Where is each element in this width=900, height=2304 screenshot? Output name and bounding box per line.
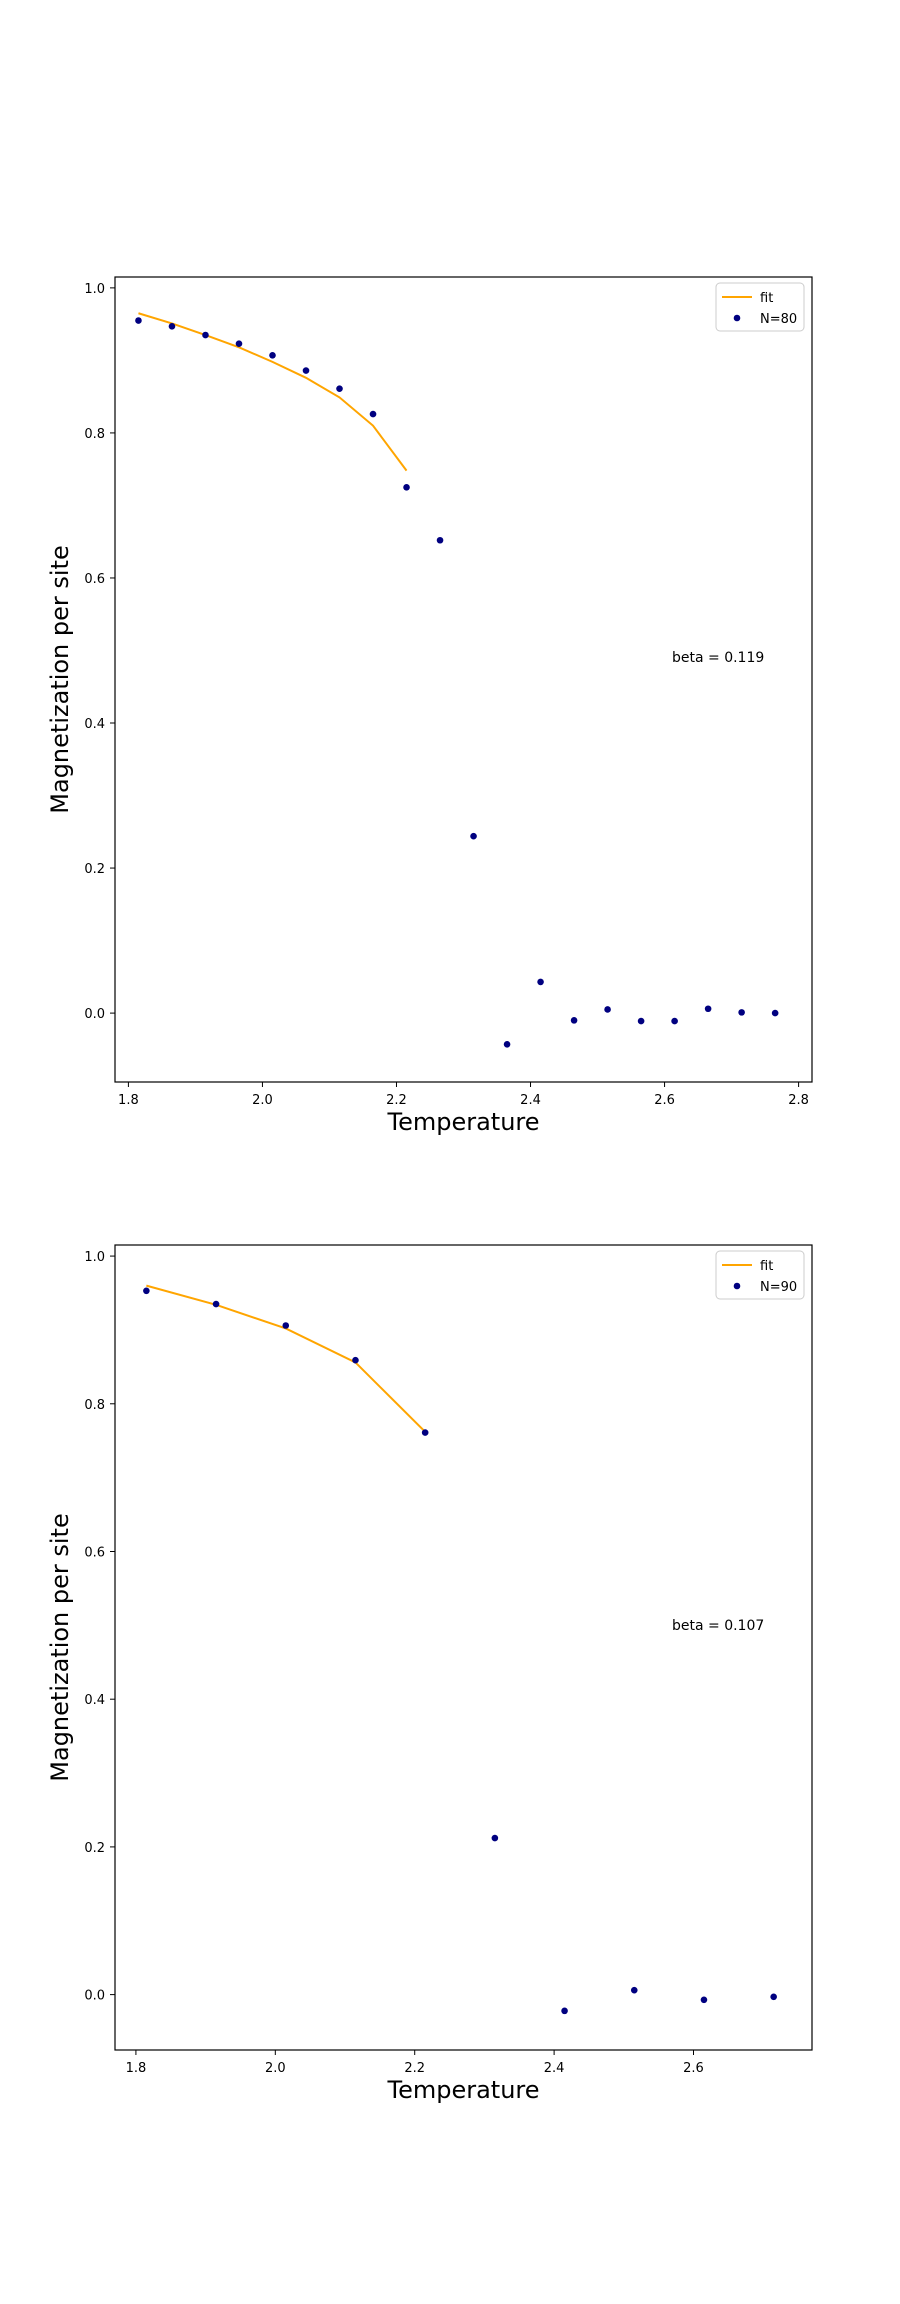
data-point <box>352 1356 359 1364</box>
legend: fit N=90 <box>715 1250 805 1300</box>
x-tick-label: 1.8 <box>118 1093 139 1108</box>
x-tick-label: 2.6 <box>654 1093 675 1108</box>
x-axis-label: Temperature <box>386 1108 539 1136</box>
y-tick-label: 1.0 <box>84 282 105 297</box>
beta-annotation: beta = 0.107 <box>672 1618 764 1634</box>
data-point <box>771 1009 779 1017</box>
data-point <box>135 317 142 324</box>
y-axis-label: Magnetization per site <box>46 545 74 813</box>
data-point <box>570 1017 578 1024</box>
data-point <box>436 536 444 544</box>
y-tick-label: 0.4 <box>84 1693 105 1708</box>
legend-label: fit <box>760 291 773 306</box>
y-tick-label: 0.0 <box>84 1989 105 2004</box>
data-point <box>700 1996 708 2004</box>
data-point <box>561 2007 568 2015</box>
data-point <box>491 1834 499 1842</box>
y-tick-label: 0.8 <box>84 427 105 442</box>
legend-label: N=80 <box>760 312 797 327</box>
legend-marker-swatch <box>733 314 741 322</box>
fit-line <box>138 312 408 472</box>
y-axis-label: Magnetization per site <box>46 1513 74 1781</box>
plot-area-frame <box>114 276 813 1083</box>
data-point <box>168 323 176 330</box>
y-tick-label: 0.0 <box>84 1007 105 1022</box>
data-point <box>503 1040 511 1048</box>
x-tick-label: 2.4 <box>520 1093 541 1108</box>
legend: fit N=80 <box>715 282 805 332</box>
data-point <box>537 978 544 986</box>
x-tick-label: 2.4 <box>544 2061 565 2076</box>
data-point <box>704 1005 712 1013</box>
data-point <box>282 1322 290 1329</box>
y-tick-label: 0.2 <box>84 1841 105 1856</box>
data-point <box>421 1429 429 1436</box>
data-point <box>770 1993 777 2001</box>
data-point <box>604 1006 611 1013</box>
y-tick-label: 0.6 <box>84 572 105 587</box>
y-tick-label: 0.8 <box>84 1398 105 1413</box>
data-point <box>403 484 410 491</box>
x-tick-label: 2.2 <box>404 2061 425 2076</box>
x-tick-label: 2.8 <box>788 1093 809 1108</box>
data-point <box>738 1009 745 1016</box>
data-point <box>202 331 209 339</box>
legend-label: N=90 <box>760 1280 797 1295</box>
y-tick-label: 0.2 <box>84 862 105 877</box>
data-point <box>637 1017 645 1025</box>
x-tick-label: 2.0 <box>265 2061 286 2076</box>
legend-marker-swatch <box>733 1282 741 1290</box>
x-tick-label: 1.8 <box>126 2061 147 2076</box>
chart-1: 1.8 2.0 2.2 2.4 2.6 2.8 0.0 0.2 0.4 0.6 0.8 1.0 Temp… <box>46 276 813 1136</box>
y-tick-label: 1.0 <box>84 1250 105 1265</box>
chart-2: 1.8 2.0 2.2 2.4 2.6 0.0 0.2 0.4 0.6 0.8 1.0 Tempera… <box>46 1244 813 2104</box>
beta-annotation: beta = 0.119 <box>672 650 764 666</box>
x-tick-label: 2.0 <box>252 1093 273 1108</box>
data-point <box>143 1287 150 1295</box>
data-point <box>369 410 377 418</box>
x-tick-label: 2.2 <box>386 1093 407 1108</box>
data-point <box>302 367 310 374</box>
data-point <box>235 340 243 348</box>
x-tick-label: 2.6 <box>683 2061 704 2076</box>
plot-area-frame <box>114 1244 813 2051</box>
data-point <box>630 1986 638 1994</box>
x-axis-label: Temperature <box>386 2076 539 2104</box>
y-tick-label: 0.4 <box>84 717 105 732</box>
data-point <box>269 352 276 359</box>
data-point <box>470 832 477 840</box>
legend-label: fit <box>760 1259 773 1274</box>
data-point <box>212 1300 220 1308</box>
data-point <box>336 385 343 392</box>
y-tick-label: 0.6 <box>84 1545 105 1560</box>
data-point <box>671 1017 678 1025</box>
